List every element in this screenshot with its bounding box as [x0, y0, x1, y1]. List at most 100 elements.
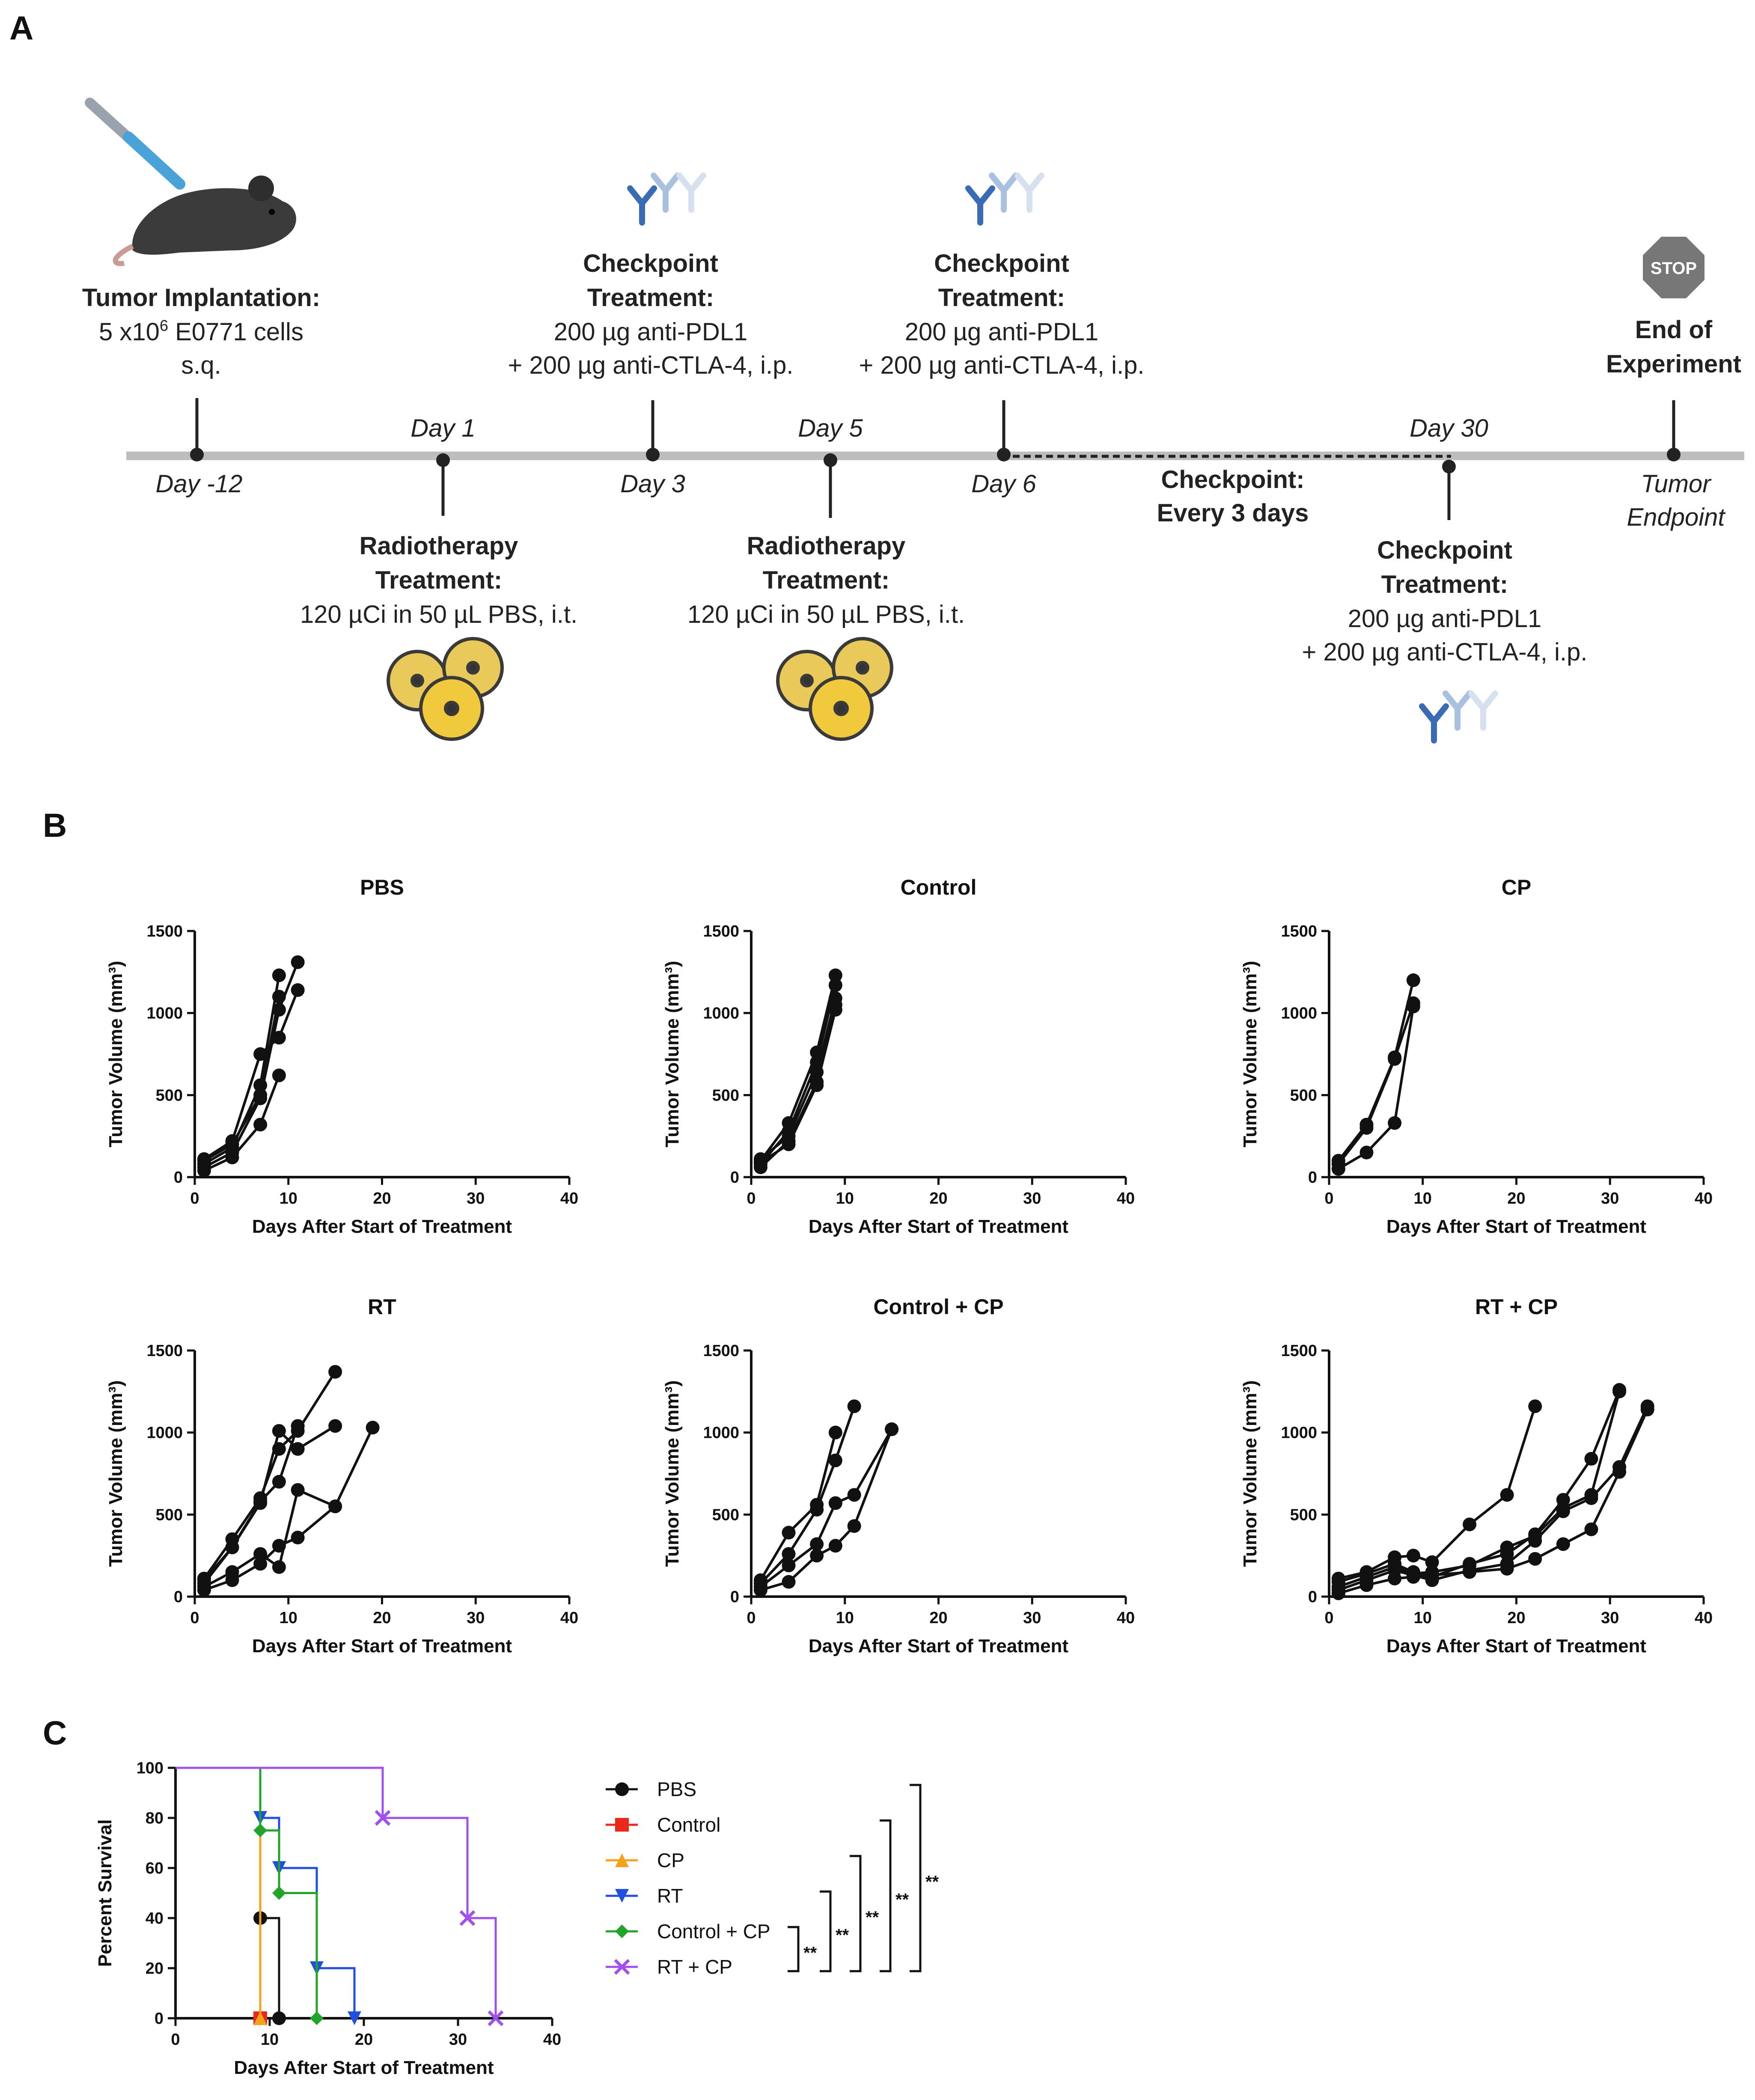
x-tick-label: 40: [1117, 1609, 1135, 1627]
cp30-title2: Treatment:: [1381, 571, 1508, 598]
x-tick-label: 10: [261, 2031, 279, 2049]
series-line: [760, 1428, 893, 1591]
mouse-icon: [85, 98, 296, 266]
x-tick-label: 30: [1023, 1190, 1041, 1208]
significance-bracket: [850, 1855, 862, 1972]
series-2: [753, 991, 842, 1166]
data-point: [1425, 1555, 1439, 1569]
data-point: [1388, 1116, 1402, 1130]
legend-label: PBS: [657, 1778, 696, 1800]
x-tick-label: 30: [449, 2031, 467, 2049]
series-line: [759, 985, 837, 1165]
y-tick-label: 0: [174, 1169, 183, 1187]
chart-title: RT: [368, 1295, 396, 1319]
significance-label: **: [895, 1890, 909, 1909]
y-tick-label: 1500: [703, 922, 739, 940]
series-2: [1331, 1384, 1627, 1594]
data-point: [1463, 1517, 1477, 1532]
chart-control: Control 0 10 20 30 40 0 500 1000 1500 Days After S…: [662, 875, 1135, 1237]
series-line: [760, 1009, 837, 1164]
data-point: [753, 1583, 767, 1597]
chart-title: PBS: [360, 875, 404, 899]
data-point: [225, 1134, 239, 1148]
series-line: [176, 1767, 356, 2018]
data-point: [272, 1031, 286, 1045]
data-point: [1406, 973, 1420, 987]
data-point: [1359, 1145, 1374, 1160]
series-control: [176, 1767, 267, 2025]
series-line: [1338, 1389, 1621, 1583]
data-point: [847, 1399, 861, 1413]
data-point: [828, 968, 842, 982]
data-point: [291, 1483, 305, 1497]
x-tick-label: 30: [1601, 1190, 1619, 1208]
series-4: [197, 1499, 342, 1597]
y-axis-label: Tumor Volume (mm³): [105, 1380, 126, 1567]
significance-label: **: [836, 1926, 849, 1945]
cp30-title1: Checkpoint: [1377, 536, 1512, 564]
cp30-dose2: + 200 µg anti-CTLA-4, i.p.: [1302, 638, 1588, 666]
data-point: [291, 1442, 305, 1456]
data-point: [615, 1818, 629, 1832]
x-tick-label: 40: [543, 2031, 561, 2049]
rt1-title1: Radiotherapy: [360, 532, 518, 560]
chart-title: Control: [901, 875, 977, 899]
y-tick-label: 40: [146, 1910, 164, 1927]
data-point: [1584, 1452, 1598, 1466]
x-tick-label: 0: [1324, 1190, 1333, 1208]
y-tick-label: 500: [712, 1506, 739, 1524]
chart-rt: RT 0 10 20 30 40 0 500 1000 1500 Days After Start …: [105, 1295, 578, 1657]
data-point: [272, 1560, 286, 1574]
data-point: [782, 1559, 796, 1573]
chart-rtcp: RT + CP 0 10 20 30 40 0 500 1000 1500 Days After S…: [1240, 1295, 1713, 1657]
day-5-label: Day 5: [798, 414, 863, 442]
data-point: [272, 1424, 286, 1438]
data-point: [1425, 1568, 1439, 1582]
data-point: [366, 1421, 380, 1435]
data-point: [615, 1782, 629, 1796]
y-tick-label: 0: [155, 2010, 164, 2028]
rt2-title2: Treatment:: [763, 566, 890, 594]
data-point: [615, 1925, 629, 1938]
y-tick-label: 500: [1290, 1506, 1317, 1524]
y-tick-label: 500: [156, 1086, 183, 1104]
day-30-label: Day 30: [1410, 414, 1488, 442]
cp1-dose2: + 200 µg anti-CTLA-4, i.p.: [508, 351, 794, 379]
chart-title: RT + CP: [1475, 1295, 1558, 1319]
series-3: [753, 1422, 899, 1597]
cp2-dose1: 200 µg anti-PDL1: [905, 318, 1099, 346]
data-point: [1500, 1541, 1514, 1554]
x-tick-label: 30: [1023, 1609, 1041, 1627]
significance-bracket: [820, 1890, 832, 1972]
data-point: [225, 1151, 239, 1164]
every3-line2: Every 3 days: [1157, 499, 1309, 527]
legend-item: PBS: [606, 1778, 696, 1800]
data-point: [488, 2010, 504, 2026]
panel-label-c: C: [43, 1714, 67, 1752]
data-point: [459, 1910, 476, 1926]
series-line: [759, 975, 837, 1162]
rt2-title1: Radiotherapy: [747, 532, 906, 560]
cp2-title1: Checkpoint: [934, 250, 1069, 277]
y-tick-label: 1500: [146, 922, 183, 940]
y-tick-label: 20: [146, 1960, 164, 1978]
y-tick-label: 500: [712, 1086, 739, 1104]
charts: PBS 0 10 20 30 40 0 500 1000 1500 Days After Start…: [95, 875, 1713, 2078]
x-tick-label: 40: [560, 1190, 578, 1208]
y-tick-label: 500: [1290, 1086, 1317, 1104]
data-point: [782, 1547, 796, 1561]
series-rt-cp: [176, 1767, 504, 2026]
data-point: [885, 1422, 899, 1436]
data-point: [1612, 1465, 1627, 1479]
y-tick-label: 1000: [146, 1424, 183, 1442]
y-axis-label: Tumor Volume (mm³): [105, 961, 126, 1148]
legend-label: Control: [657, 1814, 720, 1836]
antibody-icon: [968, 175, 1041, 223]
x-axis-label: Days After Start of Treatment: [1386, 1216, 1647, 1237]
series-line: [176, 1767, 262, 2018]
series-line: [176, 1767, 318, 2018]
data-point: [828, 1003, 842, 1017]
x-axis-label: Days After Start of Treatment: [252, 1636, 512, 1657]
data-point: [272, 1003, 286, 1017]
